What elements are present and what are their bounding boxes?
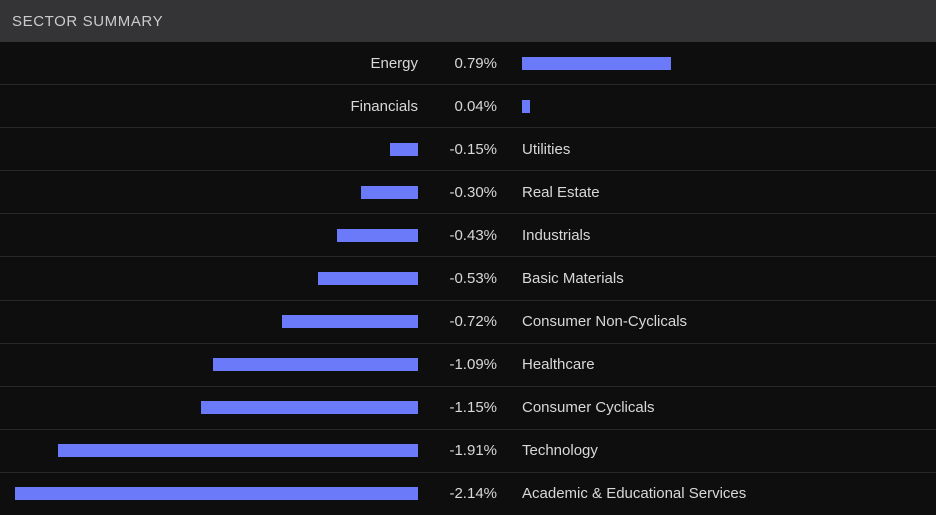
sector-bar-positive xyxy=(522,99,530,113)
row-right-zone: Academic & Educational Services xyxy=(497,485,936,502)
row-right-zone: Utilities xyxy=(497,141,936,158)
sector-label: Energy xyxy=(370,54,418,72)
sector-value: -0.30% xyxy=(449,183,497,201)
panel-title: SECTOR SUMMARY xyxy=(12,12,164,30)
sector-value: 0.04% xyxy=(454,97,497,115)
sector-row[interactable]: -0.43% Industrials xyxy=(0,213,936,256)
row-left-zone xyxy=(0,487,418,501)
sector-value: -0.72% xyxy=(449,313,497,331)
row-right-zone: Technology xyxy=(497,442,936,459)
sector-bar-positive xyxy=(522,56,671,70)
sector-bar-negative xyxy=(213,358,418,372)
sector-bar-negative xyxy=(201,401,418,415)
sector-label: Healthcare xyxy=(522,356,595,374)
row-right-zone xyxy=(497,99,936,113)
sector-row[interactable]: -0.30% Real Estate xyxy=(0,170,936,213)
row-left-zone: Financials xyxy=(0,98,418,115)
row-left-zone xyxy=(0,228,418,242)
sector-value: -0.43% xyxy=(449,226,497,244)
row-right-zone: Basic Materials xyxy=(497,270,936,287)
sector-row[interactable]: -1.15% Consumer Cyclicals xyxy=(0,385,936,429)
sector-label: Consumer Cyclicals xyxy=(522,399,655,417)
sector-label: Technology xyxy=(522,442,598,460)
sector-value: 0.79% xyxy=(454,54,497,72)
row-left-zone xyxy=(0,401,418,415)
row-left-zone xyxy=(0,272,418,286)
sector-label: Real Estate xyxy=(522,183,600,201)
sector-row[interactable]: -0.15% Utilities xyxy=(0,127,936,170)
sector-label: Financials xyxy=(350,97,418,115)
sector-label: Academic & Educational Services xyxy=(522,485,747,503)
sector-row[interactable]: Energy 0.79% xyxy=(0,42,936,84)
sector-row[interactable]: Financials 0.04% xyxy=(0,84,936,127)
sector-value: -1.91% xyxy=(449,442,497,460)
sector-row[interactable]: -1.09% Healthcare xyxy=(0,342,936,386)
sector-bar-negative xyxy=(318,272,418,286)
row-right-zone: Real Estate xyxy=(497,184,936,201)
sector-label: Utilities xyxy=(522,140,571,158)
panel-header: SECTOR SUMMARY xyxy=(0,0,936,42)
sector-row[interactable]: -0.72% Consumer Non-Cyclicals xyxy=(0,299,936,343)
sector-label: Industrials xyxy=(522,226,591,244)
row-right-zone: Consumer Non-Cyclicals xyxy=(497,313,936,330)
row-right-zone: Consumer Cyclicals xyxy=(497,399,936,416)
sector-value: -2.14% xyxy=(449,485,497,503)
sector-label: Consumer Non-Cyclicals xyxy=(522,313,688,331)
sector-value: -0.53% xyxy=(449,270,497,288)
sector-bar-negative xyxy=(390,142,418,156)
sector-bar-negative xyxy=(58,444,418,458)
sector-row[interactable]: -1.91% Technology xyxy=(0,428,936,472)
sector-row[interactable]: -2.14% Academic & Educational Services xyxy=(0,471,936,515)
row-left-zone xyxy=(0,185,418,199)
row-right-zone: Healthcare xyxy=(497,356,936,373)
sector-bar-negative xyxy=(282,315,418,329)
row-left-zone xyxy=(0,142,418,156)
sector-label: Basic Materials xyxy=(522,270,624,288)
row-left-zone xyxy=(0,444,418,458)
sector-bar-negative xyxy=(15,487,418,501)
row-right-zone xyxy=(497,56,936,70)
row-left-zone xyxy=(0,358,418,372)
sector-bar-negative xyxy=(361,185,418,199)
sector-value: -1.09% xyxy=(449,356,497,374)
row-right-zone: Industrials xyxy=(497,227,936,244)
row-left-zone xyxy=(0,315,418,329)
sector-list: Energy 0.79% Financials 0.04% -0.15% Uti… xyxy=(0,42,936,515)
sector-bar-negative xyxy=(337,228,418,242)
sector-value: -0.15% xyxy=(449,140,497,158)
sector-row[interactable]: -0.53% Basic Materials xyxy=(0,256,936,299)
row-left-zone: Energy xyxy=(0,55,418,72)
sector-value: -1.15% xyxy=(449,399,497,417)
